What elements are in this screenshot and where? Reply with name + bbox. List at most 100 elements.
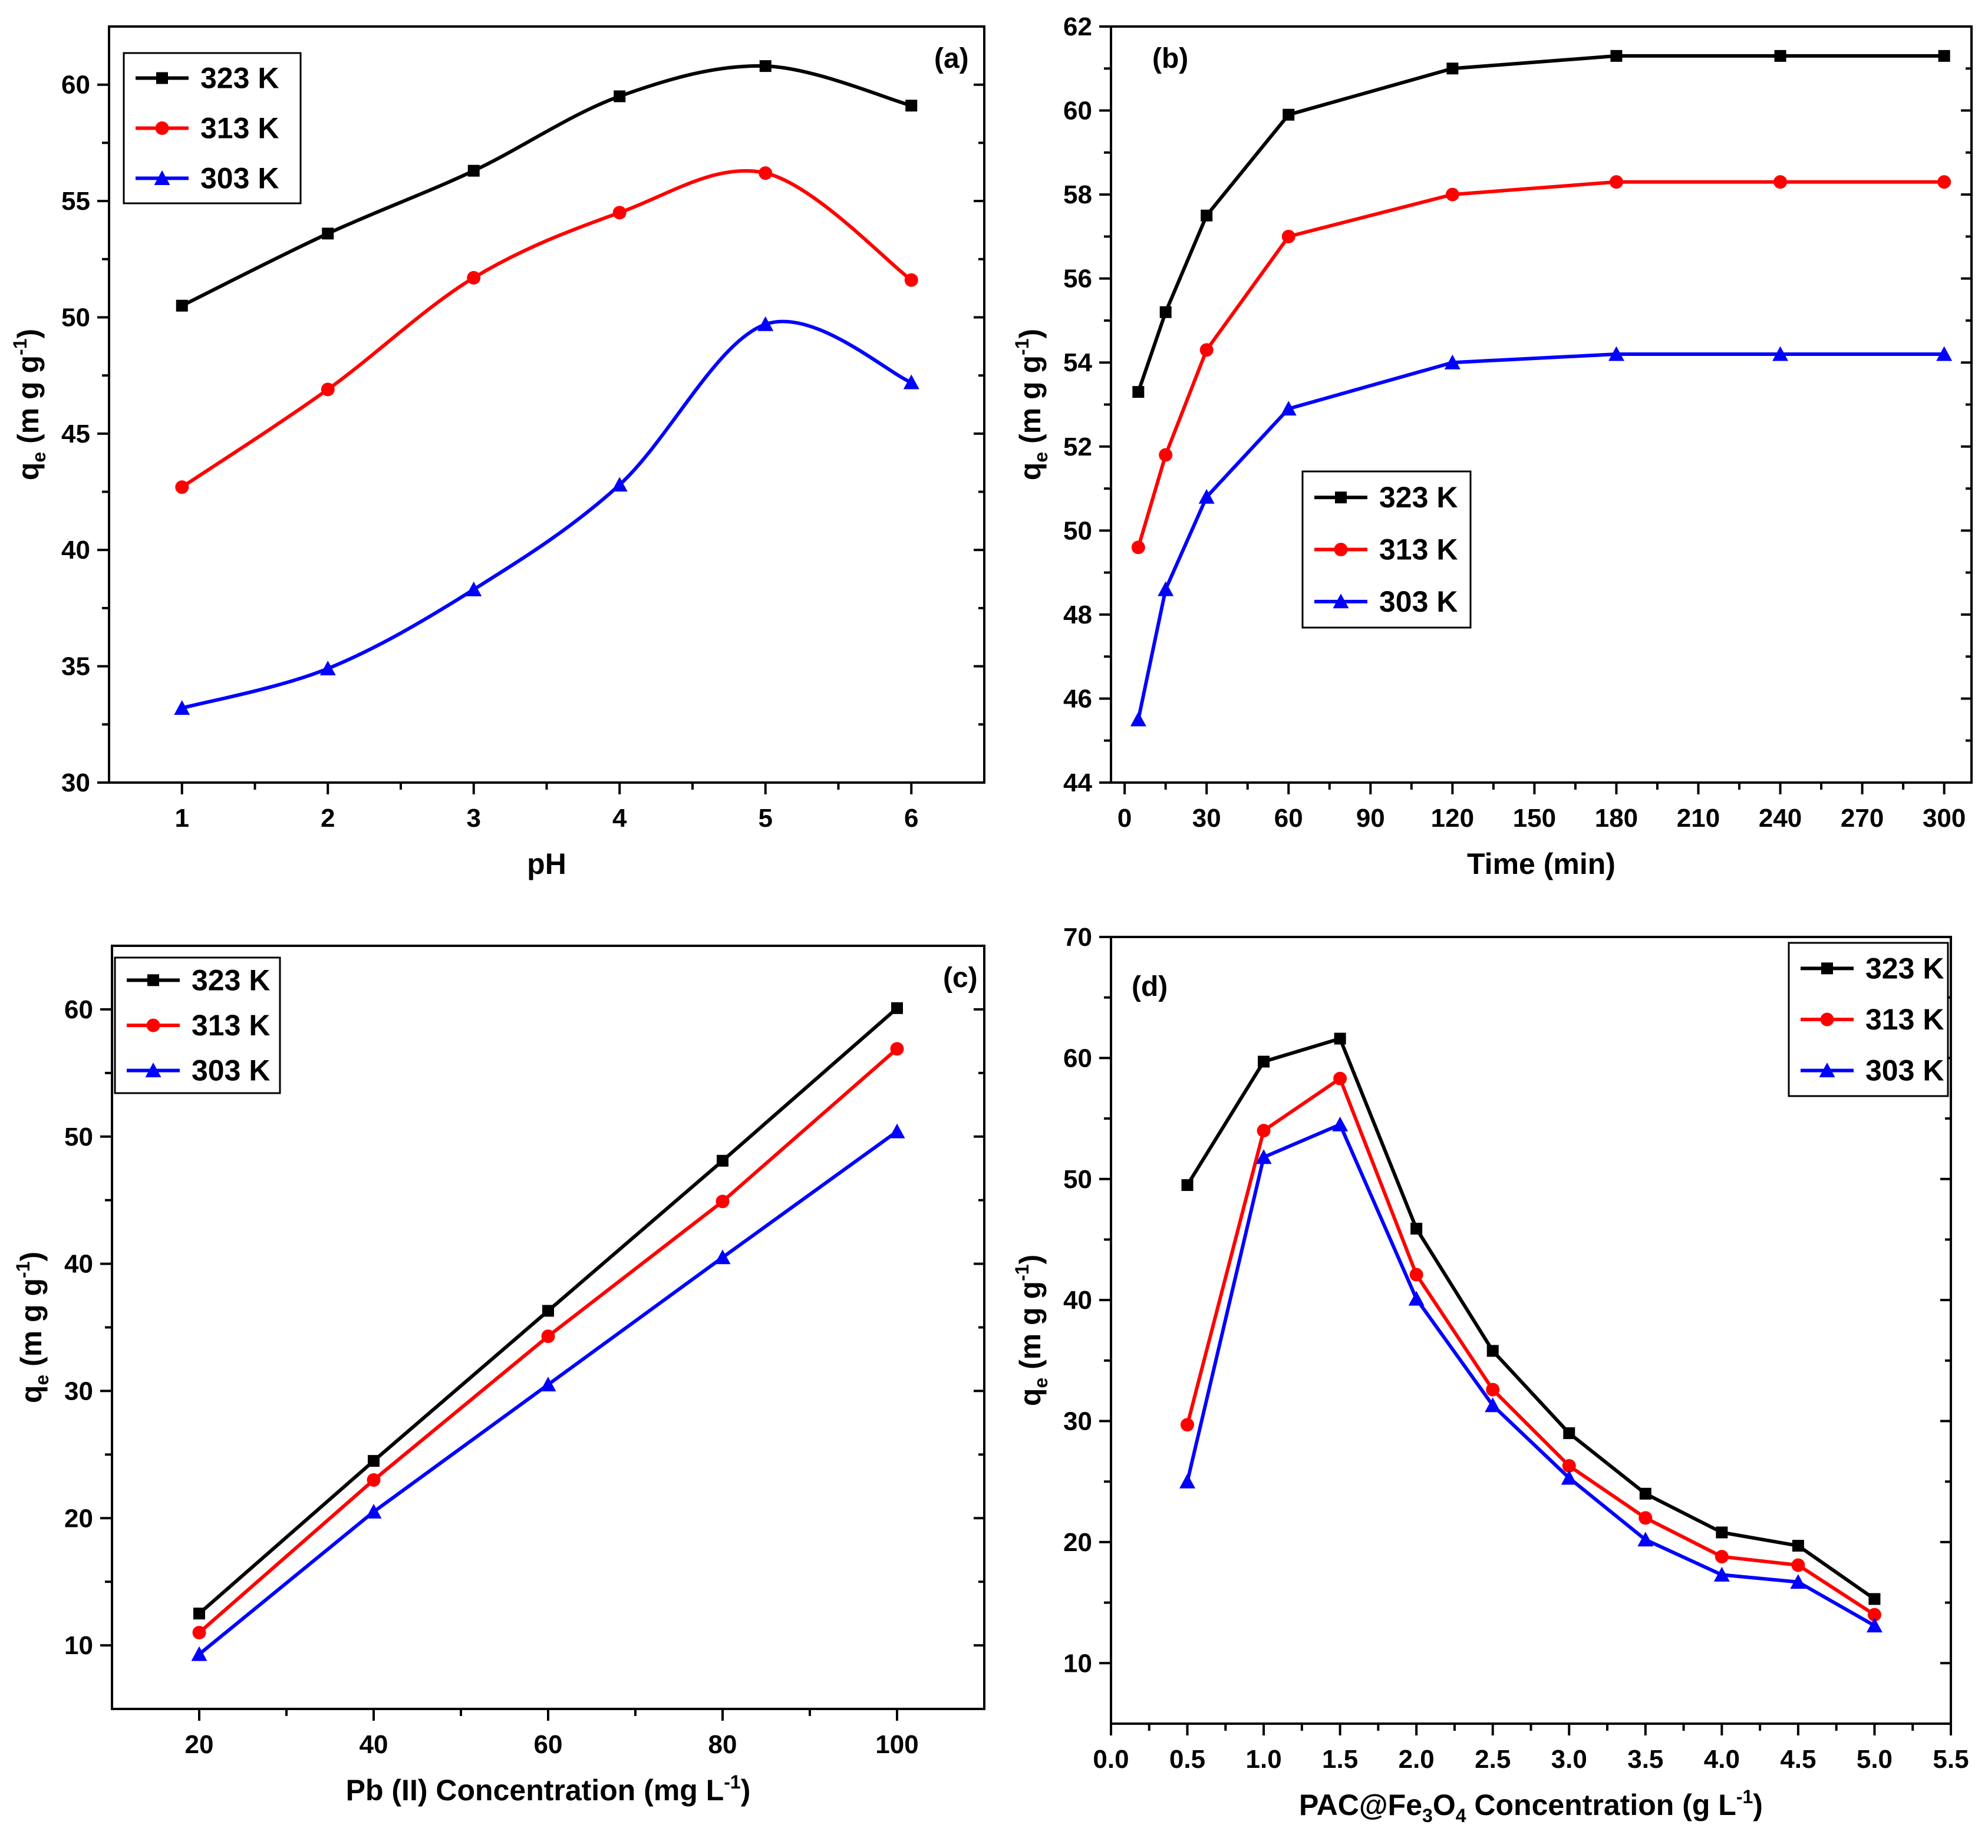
legend-label: 323 K <box>200 62 279 95</box>
y-tick-label: 10 <box>64 1631 93 1660</box>
x-axis-label-pre: PAC@Fe <box>1299 1788 1422 1821</box>
series-303-k <box>1179 1116 1882 1633</box>
legend: 323 K 313 K 303 K <box>1301 470 1472 629</box>
x-tick-label: 2.0 <box>1399 1745 1435 1774</box>
y-axis-label-sup: -1 <box>9 338 31 355</box>
y-tick-label: 20 <box>64 1504 93 1533</box>
data-point <box>904 273 918 287</box>
series-313-k <box>175 166 918 494</box>
y-axis-label: qe (m g g-1) <box>1011 329 1051 480</box>
x-tick-label: 1.5 <box>1322 1745 1358 1774</box>
series-line <box>1185 1077 1876 1616</box>
y-tick-label: 10 <box>1063 1649 1092 1678</box>
legend-marker <box>146 1018 160 1032</box>
legend-label: 313 K <box>1865 1003 1944 1036</box>
data-point <box>1610 50 1623 62</box>
y-axis-label-close: ) <box>1014 1255 1047 1265</box>
x-tick-label: 2.5 <box>1475 1745 1511 1774</box>
y-tick-label: 30 <box>61 768 90 797</box>
y-tick-label: 50 <box>1063 1165 1092 1194</box>
data-point <box>1159 448 1173 462</box>
data-point <box>1280 401 1297 416</box>
data-point <box>1181 1179 1194 1192</box>
data-point <box>889 1123 905 1138</box>
series-303-k <box>1130 346 1953 727</box>
legend: 323 K 313 K 303 K <box>1788 942 1949 1097</box>
y-tick-label: 40 <box>1063 1286 1092 1315</box>
data-point <box>1937 175 1951 189</box>
panel-label: (c) <box>943 962 978 994</box>
y-tick-label: 30 <box>1063 1407 1092 1436</box>
series-303-k <box>191 1123 905 1661</box>
data-point <box>1444 354 1460 369</box>
x-tick-label: 3 <box>467 804 481 833</box>
y-tick-label: 52 <box>1063 433 1092 461</box>
y-tick-label: 45 <box>61 420 90 448</box>
data-point <box>903 374 919 390</box>
y-axis-label-q: q <box>12 463 45 481</box>
data-point <box>193 1608 205 1620</box>
y-tick-label: 55 <box>61 187 90 216</box>
x-axis-label-post: Concentration (g L <box>1466 1788 1736 1821</box>
legend: 323 K 313 K 303 K <box>123 52 302 204</box>
series-line <box>181 169 913 489</box>
data-point <box>1938 50 1950 62</box>
data-point <box>1283 108 1295 121</box>
data-point <box>1199 343 1214 357</box>
y-axis-label: qe (m g g-1) <box>9 329 50 480</box>
x-axis-label-post: ) <box>741 1774 751 1807</box>
data-point <box>1716 1526 1728 1539</box>
data-point <box>1638 1511 1653 1525</box>
series-line <box>181 319 912 710</box>
data-point <box>1772 346 1789 361</box>
x-axis-label-sup: -1 <box>724 1771 740 1793</box>
y-axis-label-units: (m g g <box>15 1278 48 1375</box>
x-tick-label: 0.5 <box>1169 1745 1205 1774</box>
data-point <box>1485 1397 1501 1413</box>
x-tick-label: 300 <box>1923 804 1966 833</box>
data-point <box>1410 1222 1423 1235</box>
data-point <box>1713 1566 1730 1582</box>
x-tick-label: 30 <box>1192 804 1221 833</box>
data-point <box>714 1249 731 1265</box>
y-axis-label-close: ) <box>15 1252 48 1262</box>
series-323-k <box>1181 1032 1881 1605</box>
x-tick-label: 2 <box>321 804 335 833</box>
y-axis-label-sup: -1 <box>1011 338 1033 355</box>
x-tick-label: 1 <box>175 804 189 833</box>
x-tick-label: 180 <box>1595 804 1638 833</box>
data-point <box>319 661 336 676</box>
y-axis-label-sub: e <box>31 1375 52 1385</box>
legend-marker <box>147 974 159 986</box>
data-point <box>1201 209 1213 222</box>
series-323-k <box>1132 50 1950 398</box>
data-point <box>1181 1418 1195 1432</box>
x-axis-label: pH <box>527 847 566 880</box>
series-323-k <box>176 60 918 312</box>
y-axis-label-sup: -1 <box>12 1261 34 1278</box>
data-point <box>1791 1558 1805 1572</box>
y-tick-label: 48 <box>1063 600 1092 629</box>
data-point <box>367 1473 381 1487</box>
y-axis-label-units: (m g g <box>12 355 45 452</box>
series-line <box>1136 54 1944 393</box>
legend-marker <box>156 72 168 84</box>
data-point <box>1408 1291 1425 1306</box>
data-point <box>176 299 188 312</box>
y-tick-label: 44 <box>1063 768 1092 797</box>
legend-label: 303 K <box>200 162 279 195</box>
data-point <box>1158 581 1174 596</box>
data-point <box>1132 386 1145 398</box>
x-tick-label: 100 <box>875 1730 918 1759</box>
y-tick-label: 60 <box>1063 97 1092 126</box>
legend-label: 303 K <box>192 1054 270 1087</box>
x-tick-label: 3.0 <box>1551 1745 1587 1774</box>
y-tick-label: 50 <box>61 303 90 332</box>
data-point <box>1486 1382 1500 1397</box>
legend-label: 323 K <box>1379 481 1458 514</box>
x-tick-label: 270 <box>1841 804 1884 833</box>
x-tick-label: 6 <box>904 804 918 833</box>
legend-marker <box>1334 543 1348 556</box>
data-point <box>1257 1124 1271 1138</box>
y-tick-label: 20 <box>1063 1528 1092 1557</box>
